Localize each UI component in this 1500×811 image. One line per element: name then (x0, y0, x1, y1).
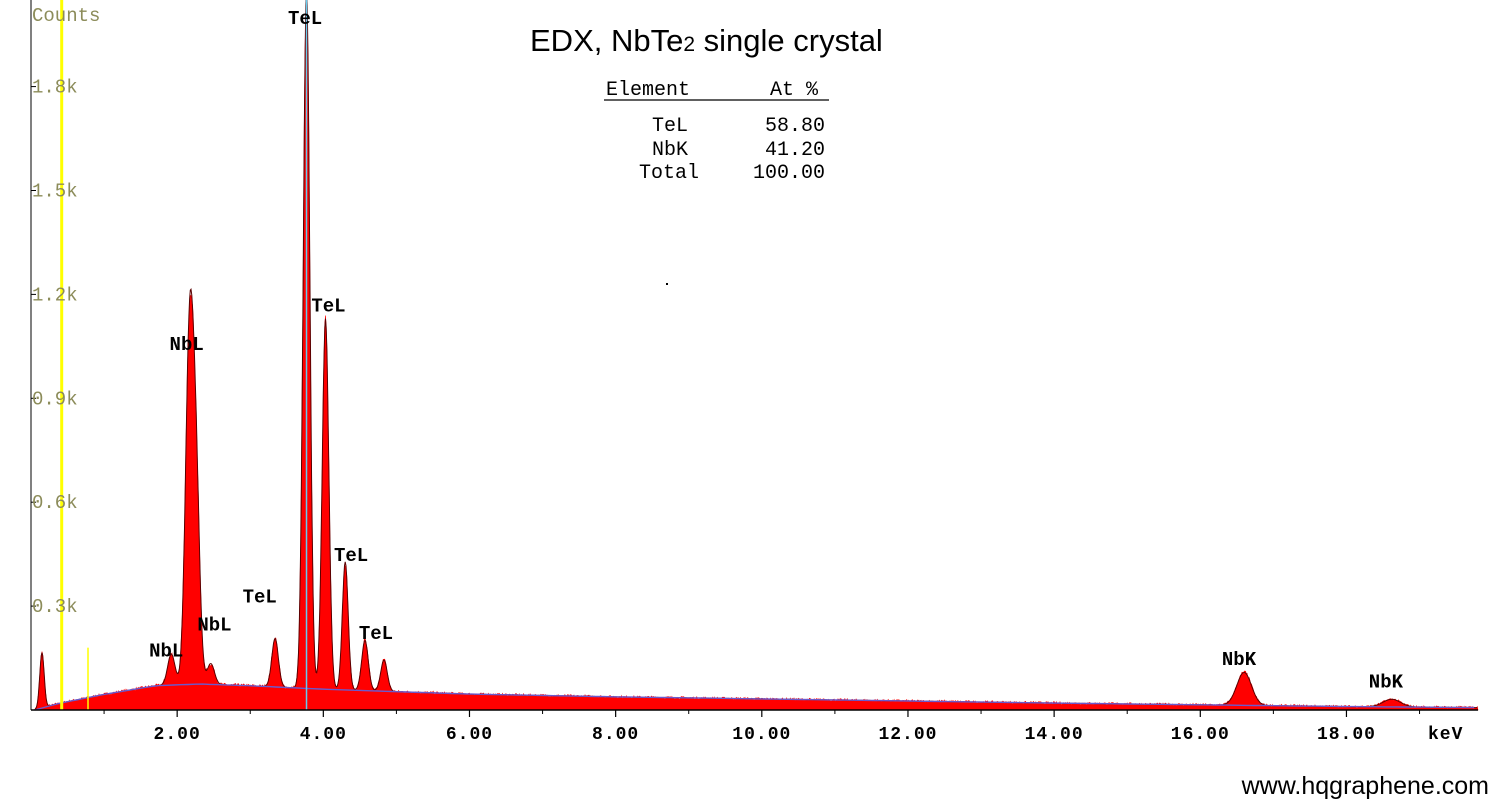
website-watermark: www.hqgraphene.com (1241, 772, 1489, 800)
chart-title-main: EDX, NbTe (530, 23, 683, 58)
x-tick-label: 8.00 (592, 725, 639, 745)
y-tick-label: 1.2k (32, 284, 78, 306)
marker-lines (60, 0, 308, 710)
spectrum-layer (34, 0, 1479, 711)
x-tick-label: 10.00 (732, 725, 791, 745)
table-row-value: 58.80 (765, 115, 825, 138)
peak-label: TeL (288, 8, 322, 30)
y-tick-label: 1.8k (32, 77, 78, 99)
table-row-value: 41.20 (765, 139, 825, 162)
peak-label: NbK (1222, 649, 1257, 671)
table-header-element: Element (606, 79, 690, 102)
peak-label: TeL (311, 296, 345, 318)
peak-label: NbL (170, 334, 204, 356)
axes (30, 0, 1478, 711)
x-ticks: 2.00 4.00 6.00 8.00 10.00 12.00 14.00 16.00 18.0… (103, 710, 1421, 745)
chart-title-suffix: single crystal (695, 23, 883, 58)
background-line (34, 683, 1475, 711)
x-tick-label: 6.00 (446, 725, 493, 745)
peak-label: TeL (359, 623, 393, 645)
table-row-element: TeL (652, 115, 688, 138)
y-tick-label: 0.9k (32, 388, 78, 410)
x-tick-label: 2.00 (154, 725, 201, 745)
x-tick-label: 16.00 (1171, 725, 1230, 745)
table-row-element: Total (639, 162, 699, 185)
y-axis-label: Counts (32, 5, 100, 27)
x-tick-label: 4.00 (300, 725, 347, 745)
peak-labels: TeL TeL NbL TeL TeL NbL TeL NbL NbK NbK (149, 8, 1404, 693)
y-tick-label: 1.5k (32, 180, 78, 202)
x-tick-label: 14.00 (1025, 725, 1084, 745)
x-tick-label: 12.00 (878, 725, 937, 745)
peak-label: NbL (197, 614, 231, 636)
table-header-at-percent: At % (770, 79, 819, 102)
stray-dot (666, 283, 668, 285)
chart-title-subscript: 2 (683, 33, 695, 56)
table-row-value: 100.00 (753, 162, 825, 185)
peak-label: TeL (243, 587, 277, 609)
peak-label: NbK (1369, 671, 1404, 693)
composition-table: Element At % TeL 58.80 NbK 41.20 Total 1… (604, 79, 829, 185)
chart-title: EDX, NbTe2 single crystal (530, 23, 883, 58)
peak-label: TeL (334, 545, 368, 567)
peak-label: NbL (149, 640, 183, 662)
y-tick-label: 0.3k (32, 596, 78, 618)
y-ticks: 0.3k 0.6k 0.9k 1.2k 1.5k 1.8k (31, 77, 78, 618)
y-tick-label: 0.6k (32, 492, 78, 514)
table-row-element: NbK (652, 139, 688, 162)
x-tick-label: 18.00 (1317, 725, 1376, 745)
x-axis-unit-label: keV (1428, 725, 1463, 745)
